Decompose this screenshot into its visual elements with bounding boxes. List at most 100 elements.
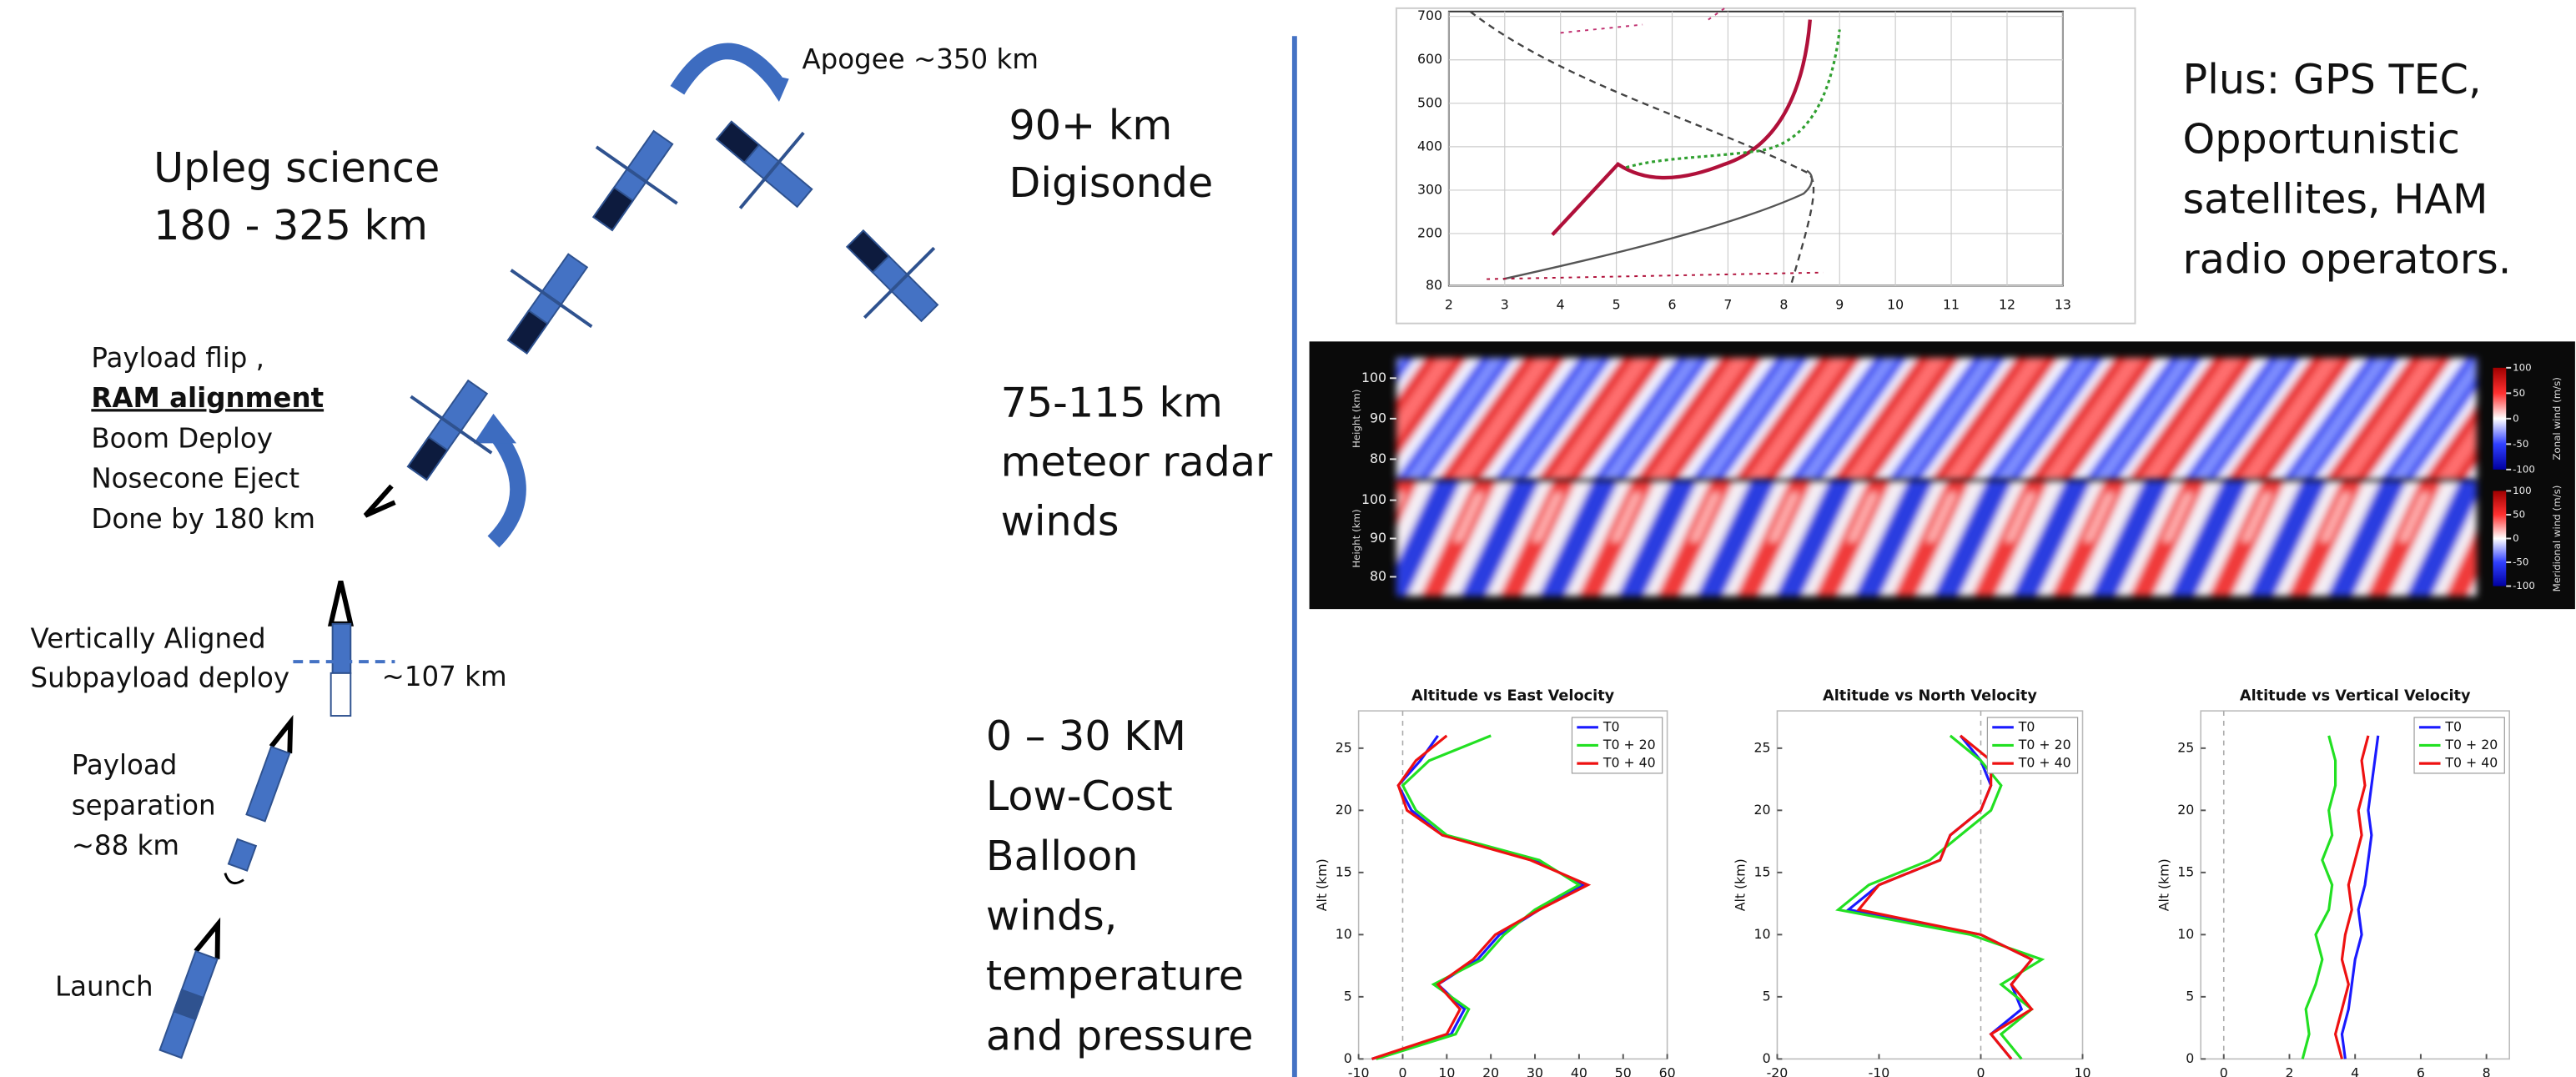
balloon-label: Balloon bbox=[986, 832, 1139, 880]
y-tick-label: 100 bbox=[1361, 491, 1386, 507]
flip-label: Nosecone Eject bbox=[91, 463, 299, 495]
subpayload-alt: ~107 km bbox=[382, 661, 507, 692]
upleg-label: 180 - 325 km bbox=[153, 201, 428, 249]
y-tick-label: 20 bbox=[1336, 802, 1352, 818]
y-tick-label: 10 bbox=[1336, 926, 1352, 942]
flip-label: Boom Deploy bbox=[91, 422, 273, 454]
y-tick-label: 25 bbox=[1336, 739, 1352, 755]
colorbar bbox=[2493, 491, 2507, 586]
flip-arrow bbox=[493, 430, 518, 542]
x-tick-label: -10 bbox=[1348, 1065, 1370, 1077]
y-tick-label: 90 bbox=[1370, 530, 1386, 546]
x-tick-label: 9 bbox=[1835, 297, 1844, 313]
x-tick-label: 0 bbox=[2220, 1065, 2228, 1077]
x-tick-label: 40 bbox=[1571, 1065, 1587, 1077]
chart-title: Altitude vs Vertical Velocity bbox=[2240, 687, 2471, 704]
y-tick-label: 5 bbox=[1763, 988, 1771, 1004]
separation-label: Payload bbox=[72, 749, 178, 781]
colorbar-tick-label: 50 bbox=[2513, 508, 2525, 520]
y-tick-label: 10 bbox=[2177, 926, 2194, 942]
legend-label: T0 + 20 bbox=[2444, 737, 2498, 752]
y-tick-label: 500 bbox=[1417, 94, 1442, 110]
legend-label: T0 + 40 bbox=[1602, 755, 1656, 771]
x-tick-label: 6 bbox=[1668, 297, 1677, 313]
x-tick-label: 60 bbox=[1659, 1065, 1676, 1077]
plus-label: Plus: GPS TEC, bbox=[2183, 55, 2482, 103]
colorbar-tick-label: -100 bbox=[2513, 580, 2535, 591]
legend-label: T0 bbox=[2444, 718, 2462, 734]
y-tick-label: 700 bbox=[1417, 8, 1442, 23]
x-tick-label: 10 bbox=[1438, 1065, 1455, 1077]
colorbar-tick-label: -50 bbox=[2513, 556, 2528, 568]
x-tick-label: 13 bbox=[2055, 297, 2071, 313]
colorbar-tick-label: 50 bbox=[2513, 387, 2525, 399]
arrow-head bbox=[474, 414, 516, 443]
plus-label: satellites, HAM bbox=[2183, 175, 2488, 224]
payload bbox=[223, 719, 299, 886]
legend-label: T0 + 20 bbox=[1602, 737, 1656, 752]
balloon-label: and pressure bbox=[986, 1011, 1254, 1059]
y-tick-label: 10 bbox=[1754, 926, 1771, 942]
y-axis-label: Alt (km) bbox=[1733, 858, 1748, 911]
flip-label: Payload flip , bbox=[91, 342, 264, 374]
y-tick-label: 300 bbox=[1417, 181, 1442, 197]
x-tick-label: 12 bbox=[1999, 297, 2015, 313]
separation-label: separation bbox=[72, 789, 216, 821]
page: { "rocket": { "apogee": "Apogee ~350 km"… bbox=[0, 0, 2576, 1077]
y-tick-label: 25 bbox=[2177, 739, 2194, 755]
y-tick-label: 20 bbox=[1754, 802, 1771, 818]
y-tick-label: 20 bbox=[2177, 802, 2194, 818]
plus-label: radio operators. bbox=[2183, 234, 2512, 283]
slide: 234567891011121380200300400500600700 809… bbox=[0, 0, 2576, 1077]
payload bbox=[692, 93, 836, 235]
flip-label: RAM alignment bbox=[91, 382, 324, 414]
colorbar-tick-label: 100 bbox=[2513, 485, 2532, 496]
apogee-label: Apogee ~350 km bbox=[802, 43, 1039, 75]
launch-rocket bbox=[160, 920, 229, 1058]
balloon-label: 0 – 30 KM bbox=[986, 712, 1186, 760]
colorbar-tick-label: 0 bbox=[2513, 532, 2519, 544]
legend-label: T0 + 40 bbox=[2444, 755, 2498, 771]
y-axis-label: Alt (km) bbox=[1314, 858, 1330, 911]
y-tick-label: 80 bbox=[1426, 277, 1442, 293]
y-tick-label: 100 bbox=[1361, 370, 1386, 385]
x-tick-label: 50 bbox=[1615, 1065, 1632, 1077]
colorbar-label: Zonal wind (m/s) bbox=[2551, 377, 2563, 460]
x-tick-label: 10 bbox=[2074, 1065, 2090, 1077]
x-tick-label: 4 bbox=[2351, 1065, 2359, 1077]
legend-label: T0 bbox=[1602, 718, 1620, 734]
plus-label: Opportunistic bbox=[2183, 115, 2460, 164]
balloon-label: temperature bbox=[986, 951, 1244, 999]
y-tick-label: 5 bbox=[1344, 988, 1352, 1004]
x-tick-label: -20 bbox=[1767, 1065, 1789, 1077]
y-axis-label: Alt (km) bbox=[2156, 858, 2171, 911]
chart-title: Altitude vs East Velocity bbox=[1411, 687, 1615, 704]
meridional-heatmap bbox=[1396, 481, 2477, 596]
x-tick-label: 2 bbox=[2285, 1065, 2293, 1077]
x-tick-label: 4 bbox=[1557, 297, 1565, 313]
meteor-label: 75-115 km bbox=[1001, 379, 1223, 427]
apogee-arrow bbox=[677, 51, 776, 90]
x-tick-label: 5 bbox=[1613, 297, 1621, 313]
y-axis-label: Height (km) bbox=[1351, 390, 1362, 448]
launch-label: Launch bbox=[55, 971, 153, 1003]
x-tick-label: 8 bbox=[1779, 297, 1788, 313]
x-tick-label: 0 bbox=[1398, 1065, 1406, 1077]
colorbar-tick-label: 0 bbox=[2513, 412, 2519, 424]
velocity-charts: Altitude vs East Velocity Alt (km) -10 0 10 2… bbox=[1314, 687, 2509, 1077]
flip-label: Done by 180 km bbox=[91, 503, 315, 535]
legend-label: T0 bbox=[2018, 718, 2035, 734]
colorbar-label: Meridional wind (m/s) bbox=[2551, 486, 2563, 592]
x-tick-label: 7 bbox=[1723, 297, 1732, 313]
meteor-label: winds bbox=[1001, 496, 1119, 545]
y-tick-label: 80 bbox=[1370, 568, 1386, 584]
y-tick-label: 15 bbox=[1754, 863, 1771, 879]
y-tick-label: 200 bbox=[1417, 224, 1442, 240]
x-tick-label: 2 bbox=[1445, 297, 1453, 313]
y-tick-label: 0 bbox=[1763, 1050, 1771, 1066]
y-tick-label: 0 bbox=[2186, 1050, 2194, 1066]
digisonde-frame bbox=[1396, 8, 2136, 324]
subpayload-label: Subpayload deploy bbox=[31, 662, 290, 694]
x-tick-label: 3 bbox=[1501, 297, 1509, 313]
x-tick-label: 8 bbox=[2483, 1065, 2491, 1077]
